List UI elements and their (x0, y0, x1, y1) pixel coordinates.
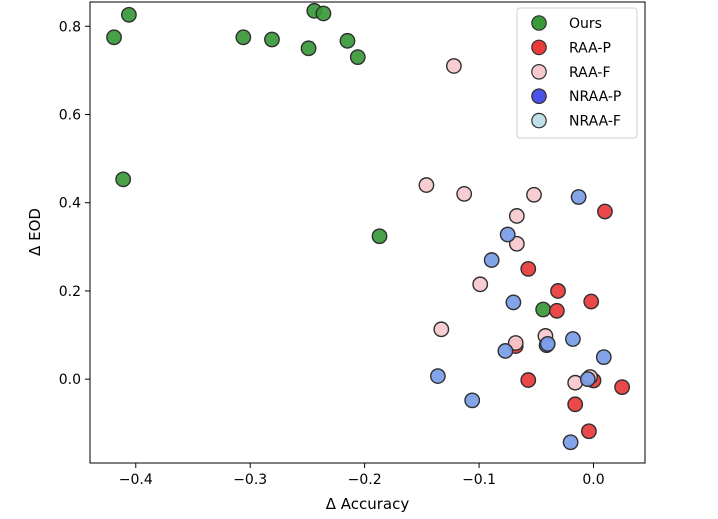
legend-marker (531, 88, 547, 104)
point-blue-points (570, 189, 587, 205)
point-ours (535, 301, 552, 318)
x-tick-label: −0.2 (348, 472, 382, 488)
point-blue-points (579, 371, 596, 388)
point-raa-p (520, 260, 537, 277)
point-raa-p (614, 379, 631, 396)
legend-marker (531, 15, 547, 31)
point-raa-p (597, 203, 613, 220)
point-ours (264, 31, 280, 48)
point-raa-p (581, 423, 597, 440)
legend-label: Ours (569, 16, 602, 32)
x-tick-label: 0.0 (582, 472, 604, 488)
point-ours (371, 228, 388, 245)
legend-label: RAA-P (569, 40, 611, 56)
point-ours (115, 171, 132, 188)
point-raa-f (433, 321, 450, 338)
point-blue-points (429, 368, 446, 384)
legend-marker (531, 39, 547, 56)
y-tick-label: 0.4 (59, 196, 81, 212)
point-raa-f (418, 177, 435, 193)
x-tick-label: −0.4 (119, 472, 153, 488)
y-tick-label: 0.2 (59, 284, 81, 300)
point-raa-f (508, 235, 525, 252)
y-axis-label: Δ EOD (26, 208, 44, 256)
point-ours (106, 29, 122, 46)
point-blue-points (505, 294, 522, 311)
point-blue-points (595, 349, 612, 366)
point-blue-points (499, 226, 516, 243)
point-raa-f (472, 276, 489, 293)
legend-box (516, 7, 638, 139)
point-raa-p (548, 302, 565, 319)
point-blue-points (562, 434, 579, 451)
y-tick-label: 0.6 (59, 107, 81, 123)
point-raa-f (526, 186, 542, 203)
point-blue-points (464, 392, 481, 409)
point-raa-f (508, 208, 525, 224)
point-ours (349, 49, 366, 66)
point-ours (235, 29, 252, 46)
legend-marker (531, 64, 547, 80)
x-tick-label: −0.1 (462, 472, 496, 488)
x-tick-label: −0.3 (233, 472, 267, 488)
legend-label: NRAA-F (569, 114, 621, 130)
point-blue-points (483, 252, 500, 268)
x-axis-label: Δ Accuracy (326, 495, 410, 513)
point-raa-p (550, 283, 566, 299)
y-tick-label: 0.0 (59, 372, 81, 388)
point-ours (300, 40, 317, 57)
point-raa-p (583, 293, 600, 310)
point-raa-f (507, 335, 524, 351)
point-raa-p (567, 396, 584, 413)
point-raa-f (456, 185, 473, 202)
point-raa-p (520, 372, 537, 388)
legend-label: NRAA-P (569, 89, 621, 105)
point-blue-points (497, 343, 514, 359)
legend-label: RAA-F (569, 65, 611, 81)
point-ours (121, 6, 137, 23)
y-tick-label: 0.8 (59, 19, 81, 35)
point-blue-points (539, 335, 556, 352)
point-raa-f (445, 58, 462, 74)
point-blue-points (565, 331, 581, 347)
legend-marker (531, 112, 547, 129)
point-ours (339, 32, 356, 49)
point-ours (315, 5, 332, 22)
